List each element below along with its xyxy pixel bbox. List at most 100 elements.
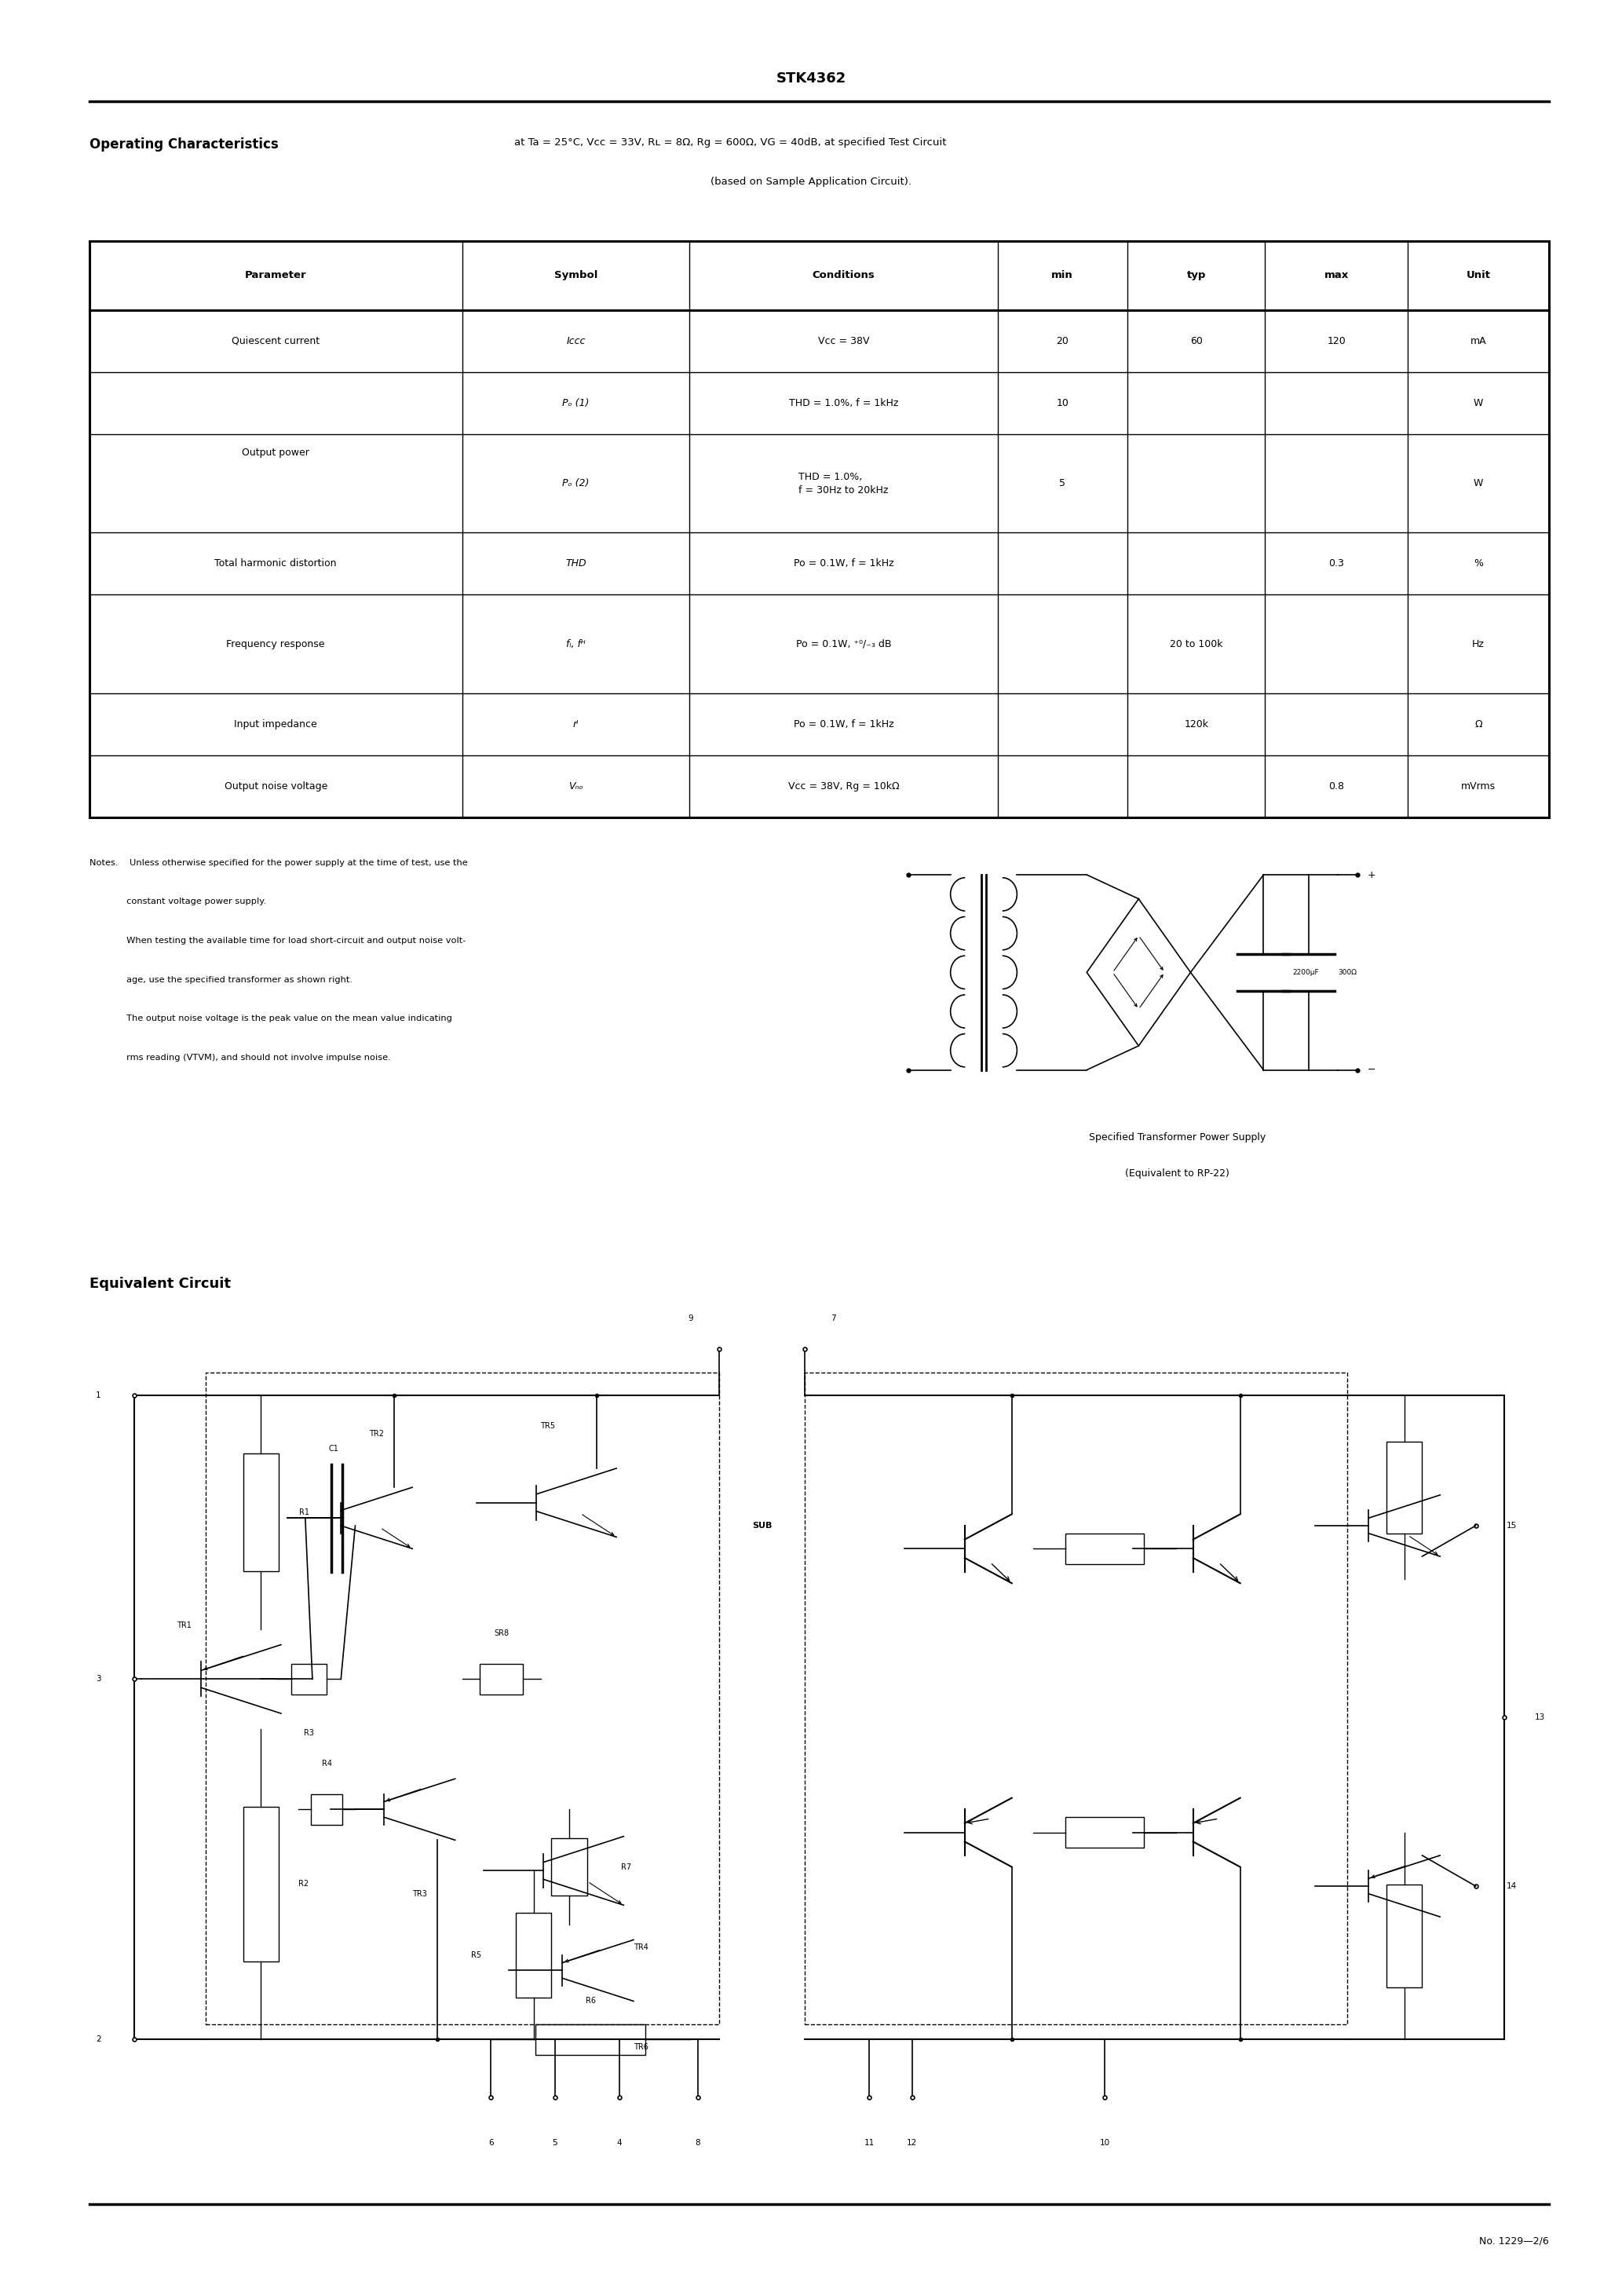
Text: Hz: Hz: [1473, 638, 1484, 650]
Text: TR1: TR1: [177, 1621, 191, 1630]
Text: W: W: [1474, 397, 1483, 409]
Text: mVrms: mVrms: [1461, 781, 1495, 792]
Text: 120: 120: [1327, 335, 1346, 347]
Bar: [1387, 1442, 1422, 1534]
Text: (based on Sample Application Circuit).: (based on Sample Application Circuit).: [710, 177, 912, 186]
Text: 13: 13: [1534, 1713, 1546, 1722]
Text: THD = 1.0%, f = 1kHz: THD = 1.0%, f = 1kHz: [788, 397, 899, 409]
Text: STK4362: STK4362: [775, 71, 847, 85]
Text: 1: 1: [96, 1391, 101, 1398]
Bar: [551, 1839, 587, 1896]
Text: R7: R7: [621, 1862, 631, 1871]
Text: TR2: TR2: [370, 1430, 384, 1437]
Text: 7: 7: [830, 1316, 835, 1322]
Text: TR6: TR6: [633, 2043, 649, 2050]
Text: 15: 15: [1507, 1522, 1517, 1529]
Text: Vᴄᴄ = 38V: Vᴄᴄ = 38V: [817, 335, 869, 347]
Text: Po = 0.1W, f = 1kHz: Po = 0.1W, f = 1kHz: [793, 719, 894, 730]
Text: R5: R5: [472, 1952, 482, 1958]
Text: THD = 1.0%,
f = 30Hz to 20kHz: THD = 1.0%, f = 30Hz to 20kHz: [798, 471, 889, 496]
Text: R6: R6: [586, 1998, 595, 2004]
Text: Symbol: Symbol: [555, 271, 597, 280]
Text: THD: THD: [566, 558, 586, 569]
Text: Input impedance: Input impedance: [234, 719, 318, 730]
Text: rms reading (VTVM), and should not involve impulse noise.: rms reading (VTVM), and should not invol…: [89, 1054, 391, 1061]
Text: rᴵ: rᴵ: [573, 719, 579, 730]
Text: 0.8: 0.8: [1328, 781, 1345, 792]
Text: When testing the available time for load short-circuit and output noise volt-: When testing the available time for load…: [89, 937, 466, 944]
Text: constant voltage power supply.: constant voltage power supply.: [89, 898, 266, 905]
Text: SUB: SUB: [753, 1522, 772, 1529]
Text: Po = 0.1W, f = 1kHz: Po = 0.1W, f = 1kHz: [793, 558, 894, 569]
Bar: [206, 1373, 719, 2025]
Text: 120k: 120k: [1184, 719, 1208, 730]
Bar: [805, 1373, 1348, 2025]
Text: Output noise voltage: Output noise voltage: [224, 781, 328, 792]
Text: −: −: [1367, 1065, 1375, 1075]
Text: 20 to 100k: 20 to 100k: [1169, 638, 1223, 650]
Text: R4: R4: [321, 1759, 333, 1768]
Text: Ω: Ω: [1474, 719, 1483, 730]
Text: mA: mA: [1471, 335, 1486, 347]
Text: typ: typ: [1187, 271, 1205, 280]
Text: at Ta = 25°C, Vᴄᴄ = 33V, Rʟ = 8Ω, Rg = 600Ω, VG = 40dB, at specified Test Circui: at Ta = 25°C, Vᴄᴄ = 33V, Rʟ = 8Ω, Rg = 6…: [514, 138, 946, 147]
Text: Parameter: Parameter: [245, 271, 307, 280]
Text: Output power: Output power: [242, 448, 310, 457]
Bar: [243, 1807, 279, 1961]
Text: R2: R2: [298, 1880, 308, 1887]
Text: 20: 20: [1056, 335, 1069, 347]
Text: Vᴄᴄ = 38V, Rg = 10kΩ: Vᴄᴄ = 38V, Rg = 10kΩ: [788, 781, 899, 792]
Text: 2: 2: [96, 2037, 101, 2043]
Text: %: %: [1474, 558, 1483, 569]
Bar: [292, 1665, 326, 1694]
Text: C1: C1: [329, 1444, 339, 1453]
Text: Operating Characteristics: Operating Characteristics: [89, 138, 279, 152]
Text: Equivalent Circuit: Equivalent Circuit: [89, 1277, 230, 1290]
Text: Quiescent current: Quiescent current: [232, 335, 320, 347]
Text: The output noise voltage is the peak value on the mean value indicating: The output noise voltage is the peak val…: [89, 1015, 453, 1022]
Text: Pₒ (1): Pₒ (1): [563, 397, 589, 409]
Text: 300Ω: 300Ω: [1338, 969, 1358, 976]
Text: 14: 14: [1507, 1883, 1517, 1890]
Text: 10: 10: [1100, 2140, 1109, 2147]
Text: W: W: [1474, 478, 1483, 489]
Bar: [1387, 1885, 1422, 1988]
Text: 6: 6: [488, 2140, 493, 2147]
Text: 0.3: 0.3: [1328, 558, 1345, 569]
Text: fₗ, fᴴ: fₗ, fᴴ: [566, 638, 586, 650]
Text: 2200μF: 2200μF: [1293, 969, 1319, 976]
Text: Unit: Unit: [1466, 271, 1491, 280]
Text: 9: 9: [688, 1316, 693, 1322]
Text: Po = 0.1W, ⁺⁰/₋₃ dB: Po = 0.1W, ⁺⁰/₋₃ dB: [796, 638, 890, 650]
Text: 4: 4: [616, 2140, 621, 2147]
Text: Notes.    Unless otherwise specified for the power supply at the time of test, u: Notes. Unless otherwise specified for th…: [89, 859, 467, 866]
Text: min: min: [1051, 271, 1074, 280]
Text: +: +: [1367, 870, 1375, 879]
Text: (Equivalent to RP-22): (Equivalent to RP-22): [1126, 1169, 1229, 1178]
Text: TR5: TR5: [540, 1421, 555, 1430]
Text: 8: 8: [696, 2140, 701, 2147]
Text: Conditions: Conditions: [813, 271, 874, 280]
Text: Frequency response: Frequency response: [227, 638, 324, 650]
Bar: [480, 1665, 524, 1694]
Bar: [243, 1453, 279, 1570]
Bar: [535, 2025, 646, 2055]
Text: age, use the specified transformer as shown right.: age, use the specified transformer as sh…: [89, 976, 352, 983]
Text: 10: 10: [1056, 397, 1069, 409]
Text: R1: R1: [298, 1508, 308, 1515]
Bar: [311, 1793, 342, 1825]
Text: 5: 5: [1059, 478, 1066, 489]
Text: 60: 60: [1191, 335, 1202, 347]
Text: R3: R3: [303, 1729, 315, 1736]
Text: Pₒ (2): Pₒ (2): [563, 478, 589, 489]
Text: 11: 11: [865, 2140, 874, 2147]
Text: TR4: TR4: [633, 1942, 649, 1952]
Bar: [1066, 1816, 1144, 1848]
Text: No. 1229—2/6: No. 1229—2/6: [1479, 2236, 1549, 2245]
Bar: [1066, 1534, 1144, 1564]
Text: Iᴄᴄᴄ: Iᴄᴄᴄ: [566, 335, 586, 347]
Text: 12: 12: [907, 2140, 916, 2147]
Text: TR3: TR3: [412, 1890, 427, 1899]
Bar: [516, 1913, 551, 1998]
Text: 5: 5: [553, 2140, 558, 2147]
